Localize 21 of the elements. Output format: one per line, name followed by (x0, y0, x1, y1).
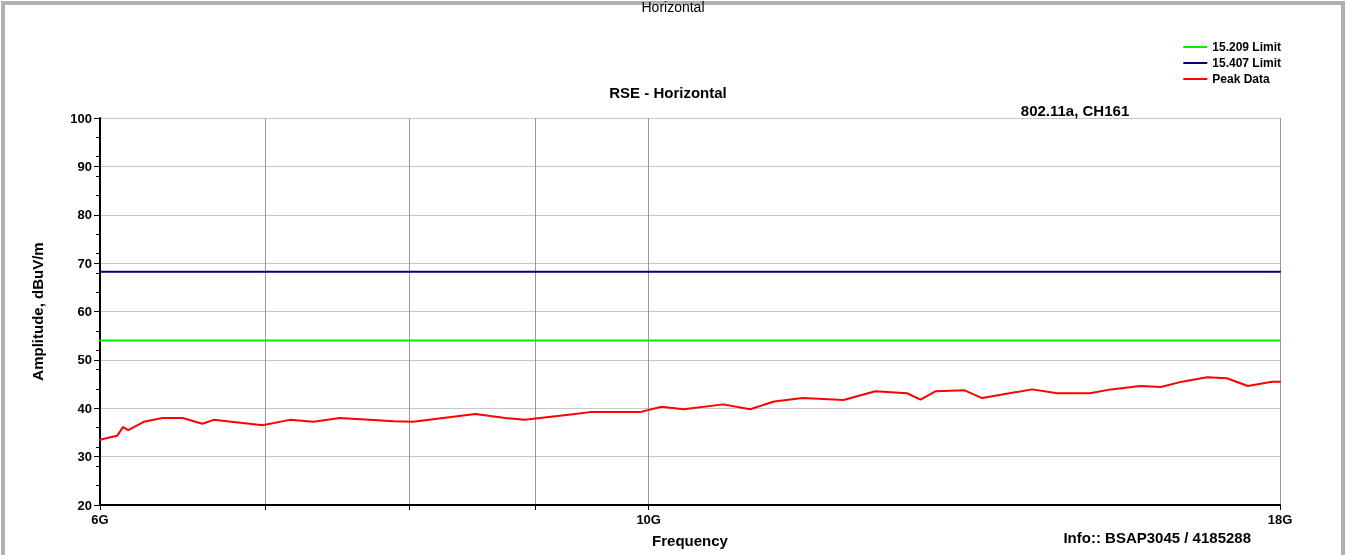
y-tick-label: 40 (77, 400, 92, 416)
legend-label: 15.209 Limit (1212, 40, 1281, 54)
x-tick-label: 6G (91, 512, 109, 527)
text: Info:: BSAP3045 / 4185288 (1063, 529, 1252, 546)
x-tick-label: 18G (1267, 512, 1293, 527)
y-tick-label: 90 (77, 158, 92, 174)
chart-subtitle: 802.11a, CH161 (1020, 102, 1130, 119)
y-tick-label: 60 (77, 304, 92, 319)
y-tick-label: 30 (77, 449, 92, 465)
x-tick-label: 10G (636, 512, 661, 527)
legend-label: Peak Data (1212, 72, 1270, 86)
chart-title: RSE - Horizontal (609, 84, 727, 101)
y-axis-title: Amplitude, dBuV/m (29, 242, 46, 381)
x-axis-title: Frequency (652, 532, 729, 549)
y-tick-label: 100 (70, 110, 92, 126)
y-tick-label: 80 (77, 207, 92, 223)
text: Horizontal (641, 0, 705, 15)
y-tick-label: 70 (77, 255, 92, 271)
y-tick-label: 20 (77, 497, 92, 513)
legend-label: 15.407 Limit (1212, 56, 1281, 70)
y-tick-label: 50 (77, 352, 92, 368)
